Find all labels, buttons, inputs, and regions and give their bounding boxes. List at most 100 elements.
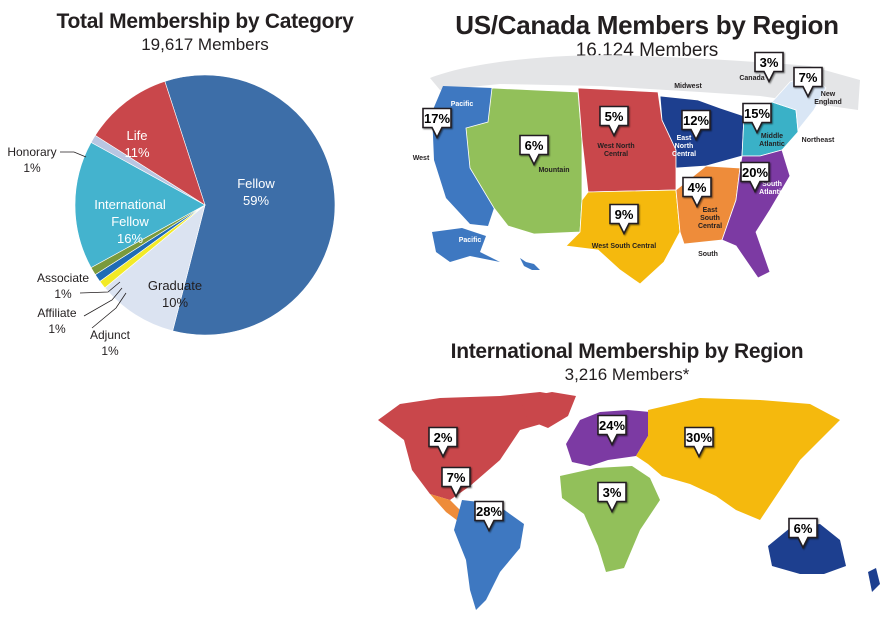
pie-label-adjunct-value: 1% xyxy=(101,344,119,358)
region-hawaii xyxy=(520,258,540,270)
continent-south-america xyxy=(454,500,524,610)
pin-body xyxy=(597,414,627,447)
pin-us-new-england: 7% xyxy=(793,66,823,99)
pin-value: 5% xyxy=(605,109,624,124)
honorary-leader-line xyxy=(60,151,87,158)
pie-label-fellow-value: 59% xyxy=(243,193,269,208)
us-label-pacific-ak: Pacific xyxy=(459,237,482,244)
map-pins: 17% 6% 5% 12% 15% 3% 7% 9% 4% 20% 2% 7% 28% 24% 3% 30% 6… xyxy=(422,51,823,550)
pie-label-affiliate-value: 1% xyxy=(48,322,66,336)
pie-labels: Fellow 59% Life 11% International Fellow… xyxy=(7,128,275,358)
pie-label-affiliate-name: Affiliate xyxy=(37,306,76,320)
pin-us-west-north-central: 5% xyxy=(599,105,629,138)
region-east-north-central xyxy=(659,95,745,169)
pin-us-mountain: 6% xyxy=(519,134,549,167)
us-label-south: South xyxy=(698,251,718,258)
pin-body xyxy=(599,105,629,138)
continent-africa xyxy=(560,466,660,572)
pin-intl-asia: 30% xyxy=(684,426,714,459)
pin-body xyxy=(742,102,772,135)
us-map-title: US/Canada Members by Region xyxy=(455,10,839,40)
us-label-wnc-1: West North xyxy=(597,143,634,150)
pin-value: 28% xyxy=(476,504,502,519)
pie-label-international-value: 16% xyxy=(117,231,143,246)
pie-label-associate-value: 1% xyxy=(54,287,72,301)
continent-asia xyxy=(636,398,840,520)
pie-slice-graduate xyxy=(104,204,206,332)
us-label-enc-1: East xyxy=(677,135,692,142)
us-label-esc-2: South xyxy=(700,215,720,222)
pie-chart-title: Total Membership by Category xyxy=(56,10,354,33)
region-south-atlantic xyxy=(721,149,791,279)
us-label-northeast: Northeast xyxy=(802,137,835,144)
pie-chart-subtitle: 19,617 Members xyxy=(141,35,269,54)
pie-label-adjunct-name: Adjunct xyxy=(90,328,131,342)
pin-body xyxy=(740,161,770,194)
pin-us-west-south-central: 9% xyxy=(609,203,639,236)
pin-us-south-atlantic: 20% xyxy=(740,161,770,194)
affiliate-leader-line xyxy=(83,287,123,317)
pin-value: 9% xyxy=(615,207,634,222)
pin-us-pacific: 17% xyxy=(422,107,452,140)
pin-value: 30% xyxy=(686,430,712,445)
intl-map-title: International Membership by Region xyxy=(450,340,804,363)
pin-value: 4% xyxy=(688,180,707,195)
pin-body xyxy=(681,109,711,142)
us-canada-map: Pacific West Mountain Midwest West North… xyxy=(413,55,860,285)
membership-pie-chart xyxy=(74,74,336,336)
pin-value: 2% xyxy=(434,430,453,445)
pin-us-east-north-central: 12% xyxy=(681,109,711,142)
pin-value: 6% xyxy=(525,138,544,153)
associate-leader-line xyxy=(79,281,121,294)
world-map xyxy=(378,392,880,610)
us-label-mid-atl-1: Middle xyxy=(761,133,783,140)
pin-intl-africa: 3% xyxy=(597,481,627,514)
pin-body xyxy=(609,203,639,236)
pie-slice-fellow xyxy=(164,74,336,336)
continent-oceania xyxy=(768,524,846,574)
pie-label-honorary-name: Honorary xyxy=(7,145,56,159)
continent-north-america xyxy=(378,392,575,500)
us-label-canada: Canada xyxy=(739,75,764,82)
us-label-west: West xyxy=(413,155,430,162)
pin-body xyxy=(682,176,712,209)
us-label-pacific: Pacific xyxy=(451,101,474,108)
pin-us-east-south-central: 4% xyxy=(682,176,712,209)
pie-label-life-value: 11% xyxy=(124,145,149,160)
intl-map-subtitle: 3,216 Members* xyxy=(564,365,690,384)
us-label-wsc: West South Central xyxy=(592,243,656,250)
pie-label-graduate-name: Graduate xyxy=(148,278,202,293)
pin-intl-central-america: 7% xyxy=(441,466,471,499)
us-label-new-england-1: New xyxy=(821,91,836,98)
pin-body xyxy=(441,466,471,499)
pin-value: 24% xyxy=(599,418,625,433)
pin-value: 12% xyxy=(683,113,709,128)
pin-value: 3% xyxy=(603,485,622,500)
pin-body xyxy=(754,51,784,84)
pin-body xyxy=(422,107,452,140)
pie-label-associate-name: Associate xyxy=(37,271,89,285)
pin-body xyxy=(428,426,458,459)
pin-intl-north-america: 2% xyxy=(428,426,458,459)
pie-label-graduate-value: 10% xyxy=(162,295,188,310)
pin-value: 6% xyxy=(794,521,813,536)
continent-greenland xyxy=(520,392,576,428)
us-label-south-atl-1: South xyxy=(762,181,782,188)
pin-value: 7% xyxy=(447,470,466,485)
us-label-enc-2: North xyxy=(675,143,694,150)
pin-body xyxy=(793,66,823,99)
us-label-esc-3: Central xyxy=(698,223,722,230)
region-alaska xyxy=(432,228,500,262)
pie-label-fellow-name: Fellow xyxy=(237,176,275,191)
pin-value: 15% xyxy=(744,106,770,121)
continent-new-zealand xyxy=(868,568,880,592)
pin-body xyxy=(684,426,714,459)
adjunct-leader-line xyxy=(91,292,127,329)
pie-label-life-name: Life xyxy=(127,128,148,143)
us-label-mountain: Mountain xyxy=(538,167,569,174)
pin-body xyxy=(597,481,627,514)
pin-intl-oceania: 6% xyxy=(788,517,818,550)
us-label-midwest: Midwest xyxy=(674,83,702,90)
pin-value: 20% xyxy=(742,165,768,180)
